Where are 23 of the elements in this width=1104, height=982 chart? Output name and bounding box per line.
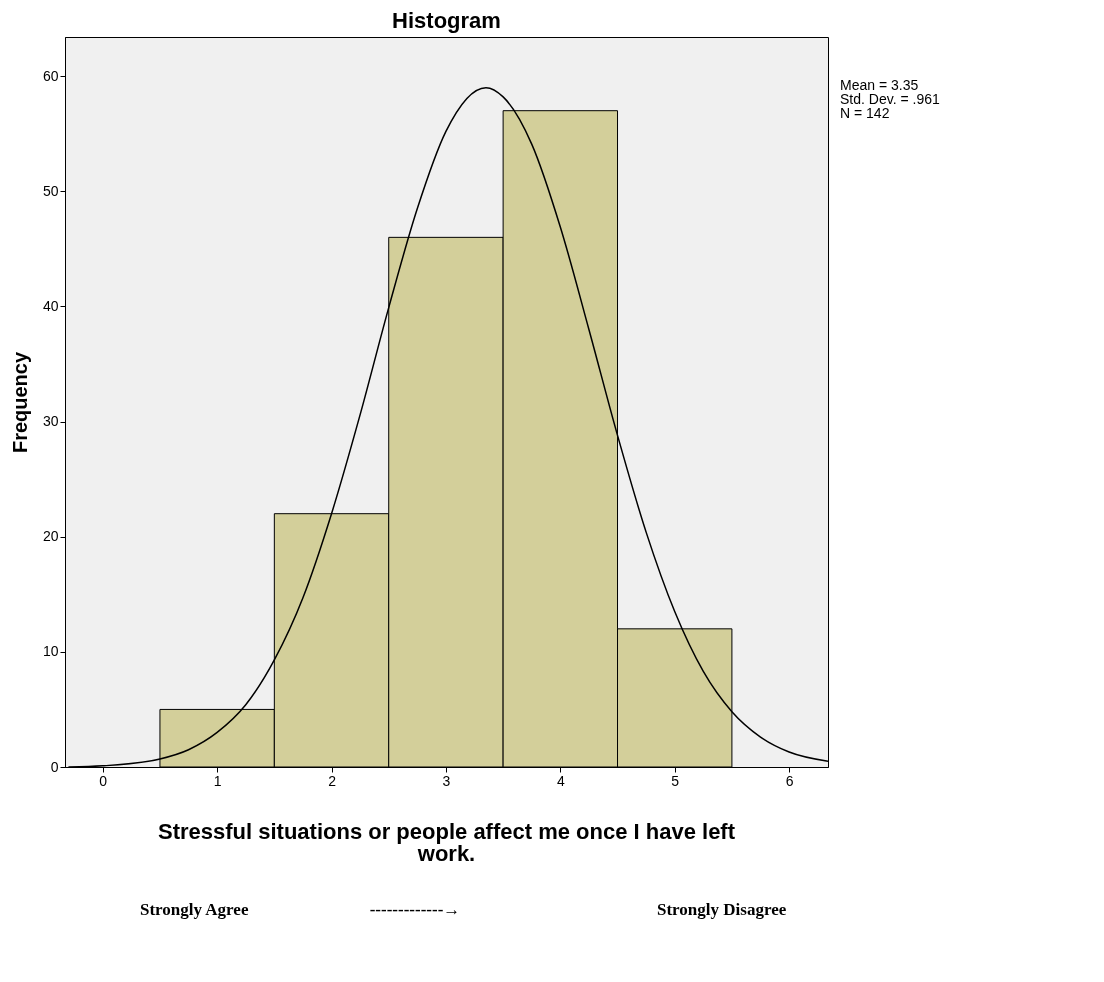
y-tick-label: 50 <box>42 182 59 199</box>
text: Mean = 3.35 <box>840 77 919 93</box>
text: Std. Dev. = .961 <box>840 91 940 107</box>
x-tick-label: 3 <box>442 772 451 789</box>
text: -------------→ <box>369 900 461 919</box>
text: Strongly Agree <box>140 900 249 919</box>
y-tick-label: 30 <box>42 413 59 430</box>
y-tick-label: 10 <box>42 643 59 660</box>
y-axis-title: Frequency <box>8 351 31 454</box>
text: Strongly Disagree <box>657 900 787 919</box>
text: N = 142 <box>840 105 890 121</box>
x-tick-label: 6 <box>785 772 794 789</box>
y-tick-label: 0 <box>50 758 59 775</box>
y-tick-label: 20 <box>42 528 59 545</box>
x-tick-label: 0 <box>99 772 108 789</box>
x-axis-title: Stressful situations or people affect me once I have left work. <box>157 819 736 866</box>
y-tick-label: 60 <box>42 67 59 84</box>
chart-title: Histogram <box>392 8 501 33</box>
x-tick-label: 2 <box>328 772 337 789</box>
y-tick-label: 40 <box>42 297 59 314</box>
x-tick-label: 1 <box>213 772 222 789</box>
x-tick-label: 5 <box>671 772 680 789</box>
x-tick-label: 4 <box>556 772 565 789</box>
